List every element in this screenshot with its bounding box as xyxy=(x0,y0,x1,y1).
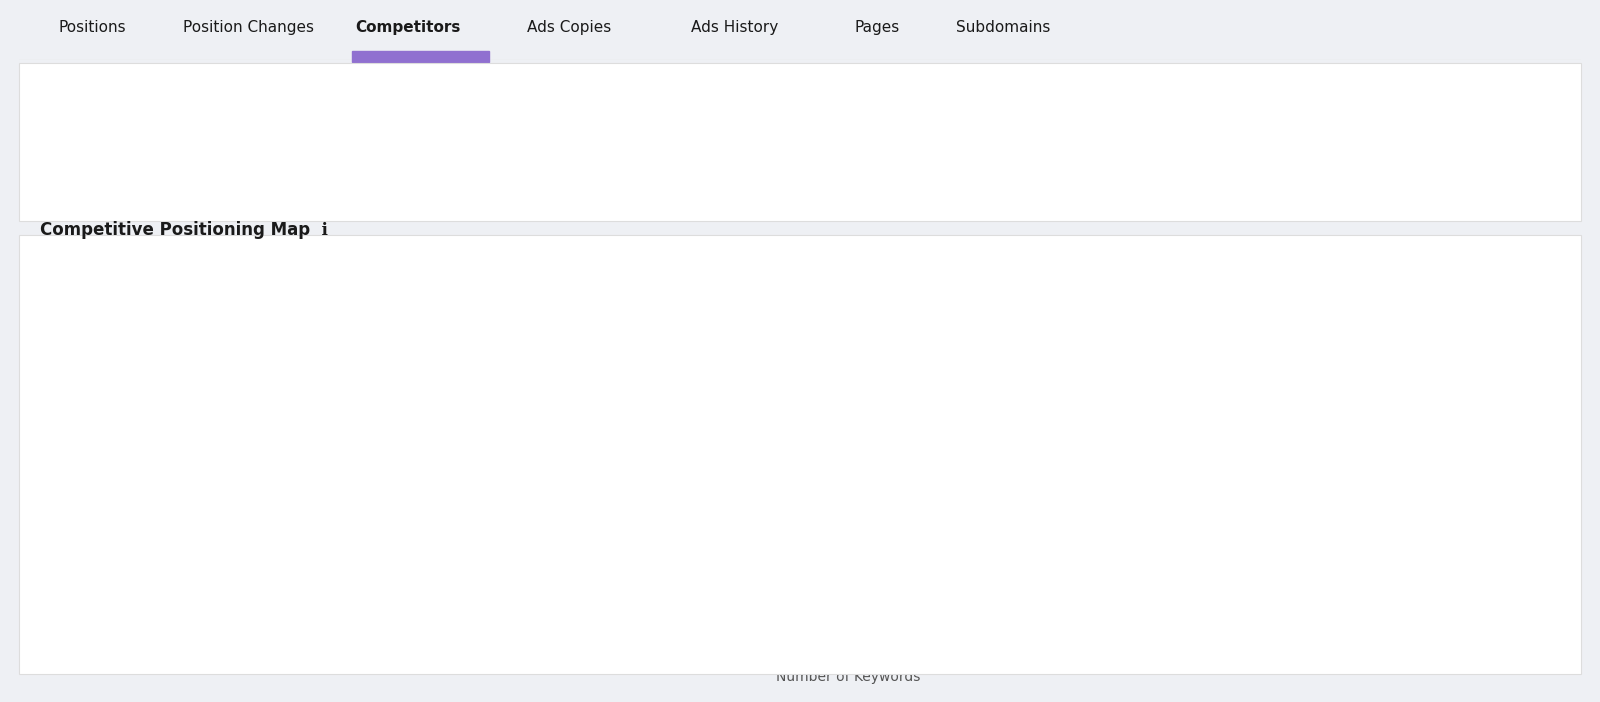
Y-axis label: Paid Search Traffic (N): Paid Search Traffic (N) xyxy=(56,367,70,521)
Text: Traffic: Traffic xyxy=(261,91,304,105)
Text: Positions: Positions xyxy=(58,20,126,34)
Text: factor75.com: factor75.com xyxy=(800,336,874,345)
Text: i: i xyxy=(698,93,701,103)
Ellipse shape xyxy=(178,579,318,642)
Ellipse shape xyxy=(597,365,909,505)
Text: marleyspoon.com: marleyspoon.com xyxy=(838,430,938,440)
Text: Traffic Cost: Traffic Cost xyxy=(464,91,542,105)
Ellipse shape xyxy=(1064,291,1467,474)
Text: 17.9K: 17.9K xyxy=(261,163,352,191)
Text: hellofresh.com: hellofresh.com xyxy=(501,550,582,559)
Text: Position Changes: Position Changes xyxy=(182,20,314,34)
Text: 77: 77 xyxy=(74,163,112,191)
Text: $97.9K: $97.9K xyxy=(464,163,573,191)
X-axis label: Number of Keywords: Number of Keywords xyxy=(776,670,920,684)
Ellipse shape xyxy=(422,562,594,639)
Text: mealkits.com: mealkits.com xyxy=(294,618,370,628)
Text: topmealkitdelivery.com: topmealkitdelivery.com xyxy=(539,611,670,621)
Text: Subdomains: Subdomains xyxy=(957,20,1051,34)
Text: comparemealdelivery.com: comparemealdelivery.com xyxy=(830,536,978,545)
Bar xyxy=(352,51,490,62)
Text: Ads Copies: Ads Copies xyxy=(526,20,611,34)
Text: Competitive Positioning Map  ℹ: Competitive Positioning Map ℹ xyxy=(40,221,328,239)
Text: 1.3%: 1.3% xyxy=(160,171,192,183)
Ellipse shape xyxy=(1246,449,1600,653)
Text: i: i xyxy=(232,93,235,103)
Text: Ads History: Ads History xyxy=(691,20,778,34)
Ellipse shape xyxy=(322,516,539,614)
Text: 6.0%: 6.0% xyxy=(597,171,629,183)
Text: Competitors: Competitors xyxy=(355,20,461,34)
Text: i: i xyxy=(400,93,403,103)
Text: Pages: Pages xyxy=(854,20,899,34)
Text: -0.2%: -0.2% xyxy=(378,171,414,183)
Text: Keywords: Keywords xyxy=(74,91,141,105)
